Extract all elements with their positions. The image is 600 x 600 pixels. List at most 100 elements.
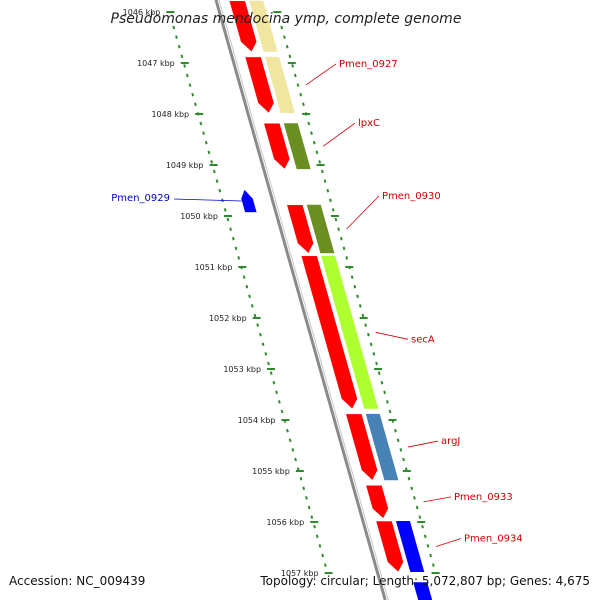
gene-features xyxy=(228,0,433,600)
outer-tick-dot xyxy=(402,457,405,462)
inner-tick-dot xyxy=(218,188,222,193)
outer-tick-dot xyxy=(429,553,433,558)
gene-cog-block xyxy=(395,521,425,572)
outer-tick-dot xyxy=(280,25,284,30)
inner-tick-dot xyxy=(204,140,208,145)
outer-tick-dot xyxy=(329,198,332,203)
gene-plus-arrow xyxy=(263,122,291,170)
inner-tick-dot xyxy=(172,25,176,30)
outer-tick-dot xyxy=(337,227,340,231)
outer-tick-dot xyxy=(307,121,311,126)
gene-plus-arrow xyxy=(300,255,358,410)
outer-tick-dot xyxy=(361,313,365,318)
outer-tick-dot xyxy=(334,217,338,222)
inner-tick-dot xyxy=(194,102,197,107)
outer-tick-dot xyxy=(426,544,430,548)
inner-tick-dot xyxy=(261,342,265,347)
gene-label-leader xyxy=(173,198,242,202)
outer-tick-dot xyxy=(350,275,354,279)
gene-minus-arrow xyxy=(240,189,258,213)
inner-tick-dot xyxy=(264,352,268,356)
gene-label-leader xyxy=(305,63,337,86)
inner-tick-dot xyxy=(183,64,186,68)
kbp-tick-label: 1051 kbp xyxy=(195,263,233,272)
outer-tick-dot xyxy=(283,35,286,39)
inner-tick-dot xyxy=(231,236,235,241)
gene-label-leader xyxy=(435,538,462,547)
inner-tick-dot xyxy=(177,44,181,49)
gene-plus-arrow xyxy=(375,520,404,573)
kbp-tick-labels: 1046 kbp 1047 kbp 1048 kbp 1049 kbp 1050 kbp… xyxy=(123,8,319,578)
inner-tick-dot xyxy=(277,400,281,404)
outer-tick-dot xyxy=(345,256,349,260)
inner-tick-dot xyxy=(202,131,205,135)
outer-tick-dot xyxy=(423,534,427,539)
inner-tick-dot xyxy=(242,275,246,279)
outer-tick-dot xyxy=(302,102,305,107)
kbp-tick-label: 1047 kbp xyxy=(137,59,175,68)
outer-tick-dot xyxy=(413,496,416,500)
inner-tick-dot xyxy=(256,323,260,327)
accession-label: Accession: NC_009439 xyxy=(9,574,146,588)
kbp-tick-label: 1049 kbp xyxy=(166,161,204,170)
outer-tick-dot xyxy=(315,150,319,155)
gene-cog-block xyxy=(413,582,433,600)
outer-tick-dot xyxy=(399,448,403,452)
outer-tick-dot xyxy=(312,140,316,145)
inner-tick-dot xyxy=(294,457,297,462)
gene-label-leaders xyxy=(173,63,462,547)
kbp-tick-label: 1056 kbp xyxy=(267,518,305,527)
outer-tick-dot xyxy=(407,476,411,481)
inner-tick-dot xyxy=(267,361,270,366)
outer-tick-dot xyxy=(377,371,381,375)
inner-tick-dot xyxy=(210,160,214,164)
inner-tick-dot xyxy=(313,524,316,529)
inner-tick-dot xyxy=(321,553,325,558)
outer-tick-dot xyxy=(394,428,397,433)
inner-tick-dot xyxy=(269,371,273,375)
inner-tick-dot xyxy=(272,380,276,385)
inner-tick-dot xyxy=(191,92,195,97)
gene-label: Pmen_0934 xyxy=(464,534,523,545)
gene-plus-arrow xyxy=(365,485,389,519)
gene-label: secA xyxy=(411,334,435,345)
inner-tick-dot xyxy=(288,438,292,443)
outer-tick-dot xyxy=(396,438,400,443)
outer-tick-dot xyxy=(421,524,424,529)
inner-tick-dot xyxy=(318,544,322,548)
kbp-tick-label: 1054 kbp xyxy=(238,416,276,425)
gene-cog-block xyxy=(321,255,379,409)
outer-tick-dot xyxy=(369,342,373,347)
inner-tick-dot xyxy=(245,284,249,289)
inner-tick-dot xyxy=(215,179,219,183)
gene-label-leader xyxy=(375,331,409,340)
gene-cog-block xyxy=(365,413,399,481)
inner-tick-dot xyxy=(180,54,184,59)
gene-plus-arrow xyxy=(286,204,314,254)
inner-tick-dot xyxy=(291,448,295,452)
kbp-tick-label: 1057 kbp xyxy=(281,569,319,578)
gene-plus-arrow xyxy=(345,413,378,481)
kbp-tick-ring xyxy=(166,11,440,574)
outer-tick-dot xyxy=(318,160,322,164)
outer-tick-dot xyxy=(326,188,330,193)
gene-label-leader xyxy=(346,195,380,230)
kbp-tick-label: 1053 kbp xyxy=(223,365,261,374)
outer-tick-dot xyxy=(388,409,392,414)
kbp-tick-label: 1046 kbp xyxy=(123,8,161,17)
inner-tick-dot xyxy=(185,73,189,78)
outer-tick-dot xyxy=(364,323,368,327)
outer-tick-dot xyxy=(415,505,419,510)
gene-label: lpxC xyxy=(358,118,380,129)
gene-label: Pmen_0933 xyxy=(454,492,513,503)
map-title: Pseudomonas mendocina ymp, complete geno… xyxy=(111,11,462,27)
gene-plus-arrow xyxy=(228,0,258,53)
inner-tick-dot xyxy=(199,121,203,126)
outer-tick-dot xyxy=(323,179,327,183)
inner-tick-dot xyxy=(175,35,178,39)
inner-tick-dot xyxy=(250,304,254,308)
outer-tick-dot xyxy=(385,400,389,404)
outer-tick-dot xyxy=(310,131,313,135)
gene-label: argJ xyxy=(441,436,460,447)
